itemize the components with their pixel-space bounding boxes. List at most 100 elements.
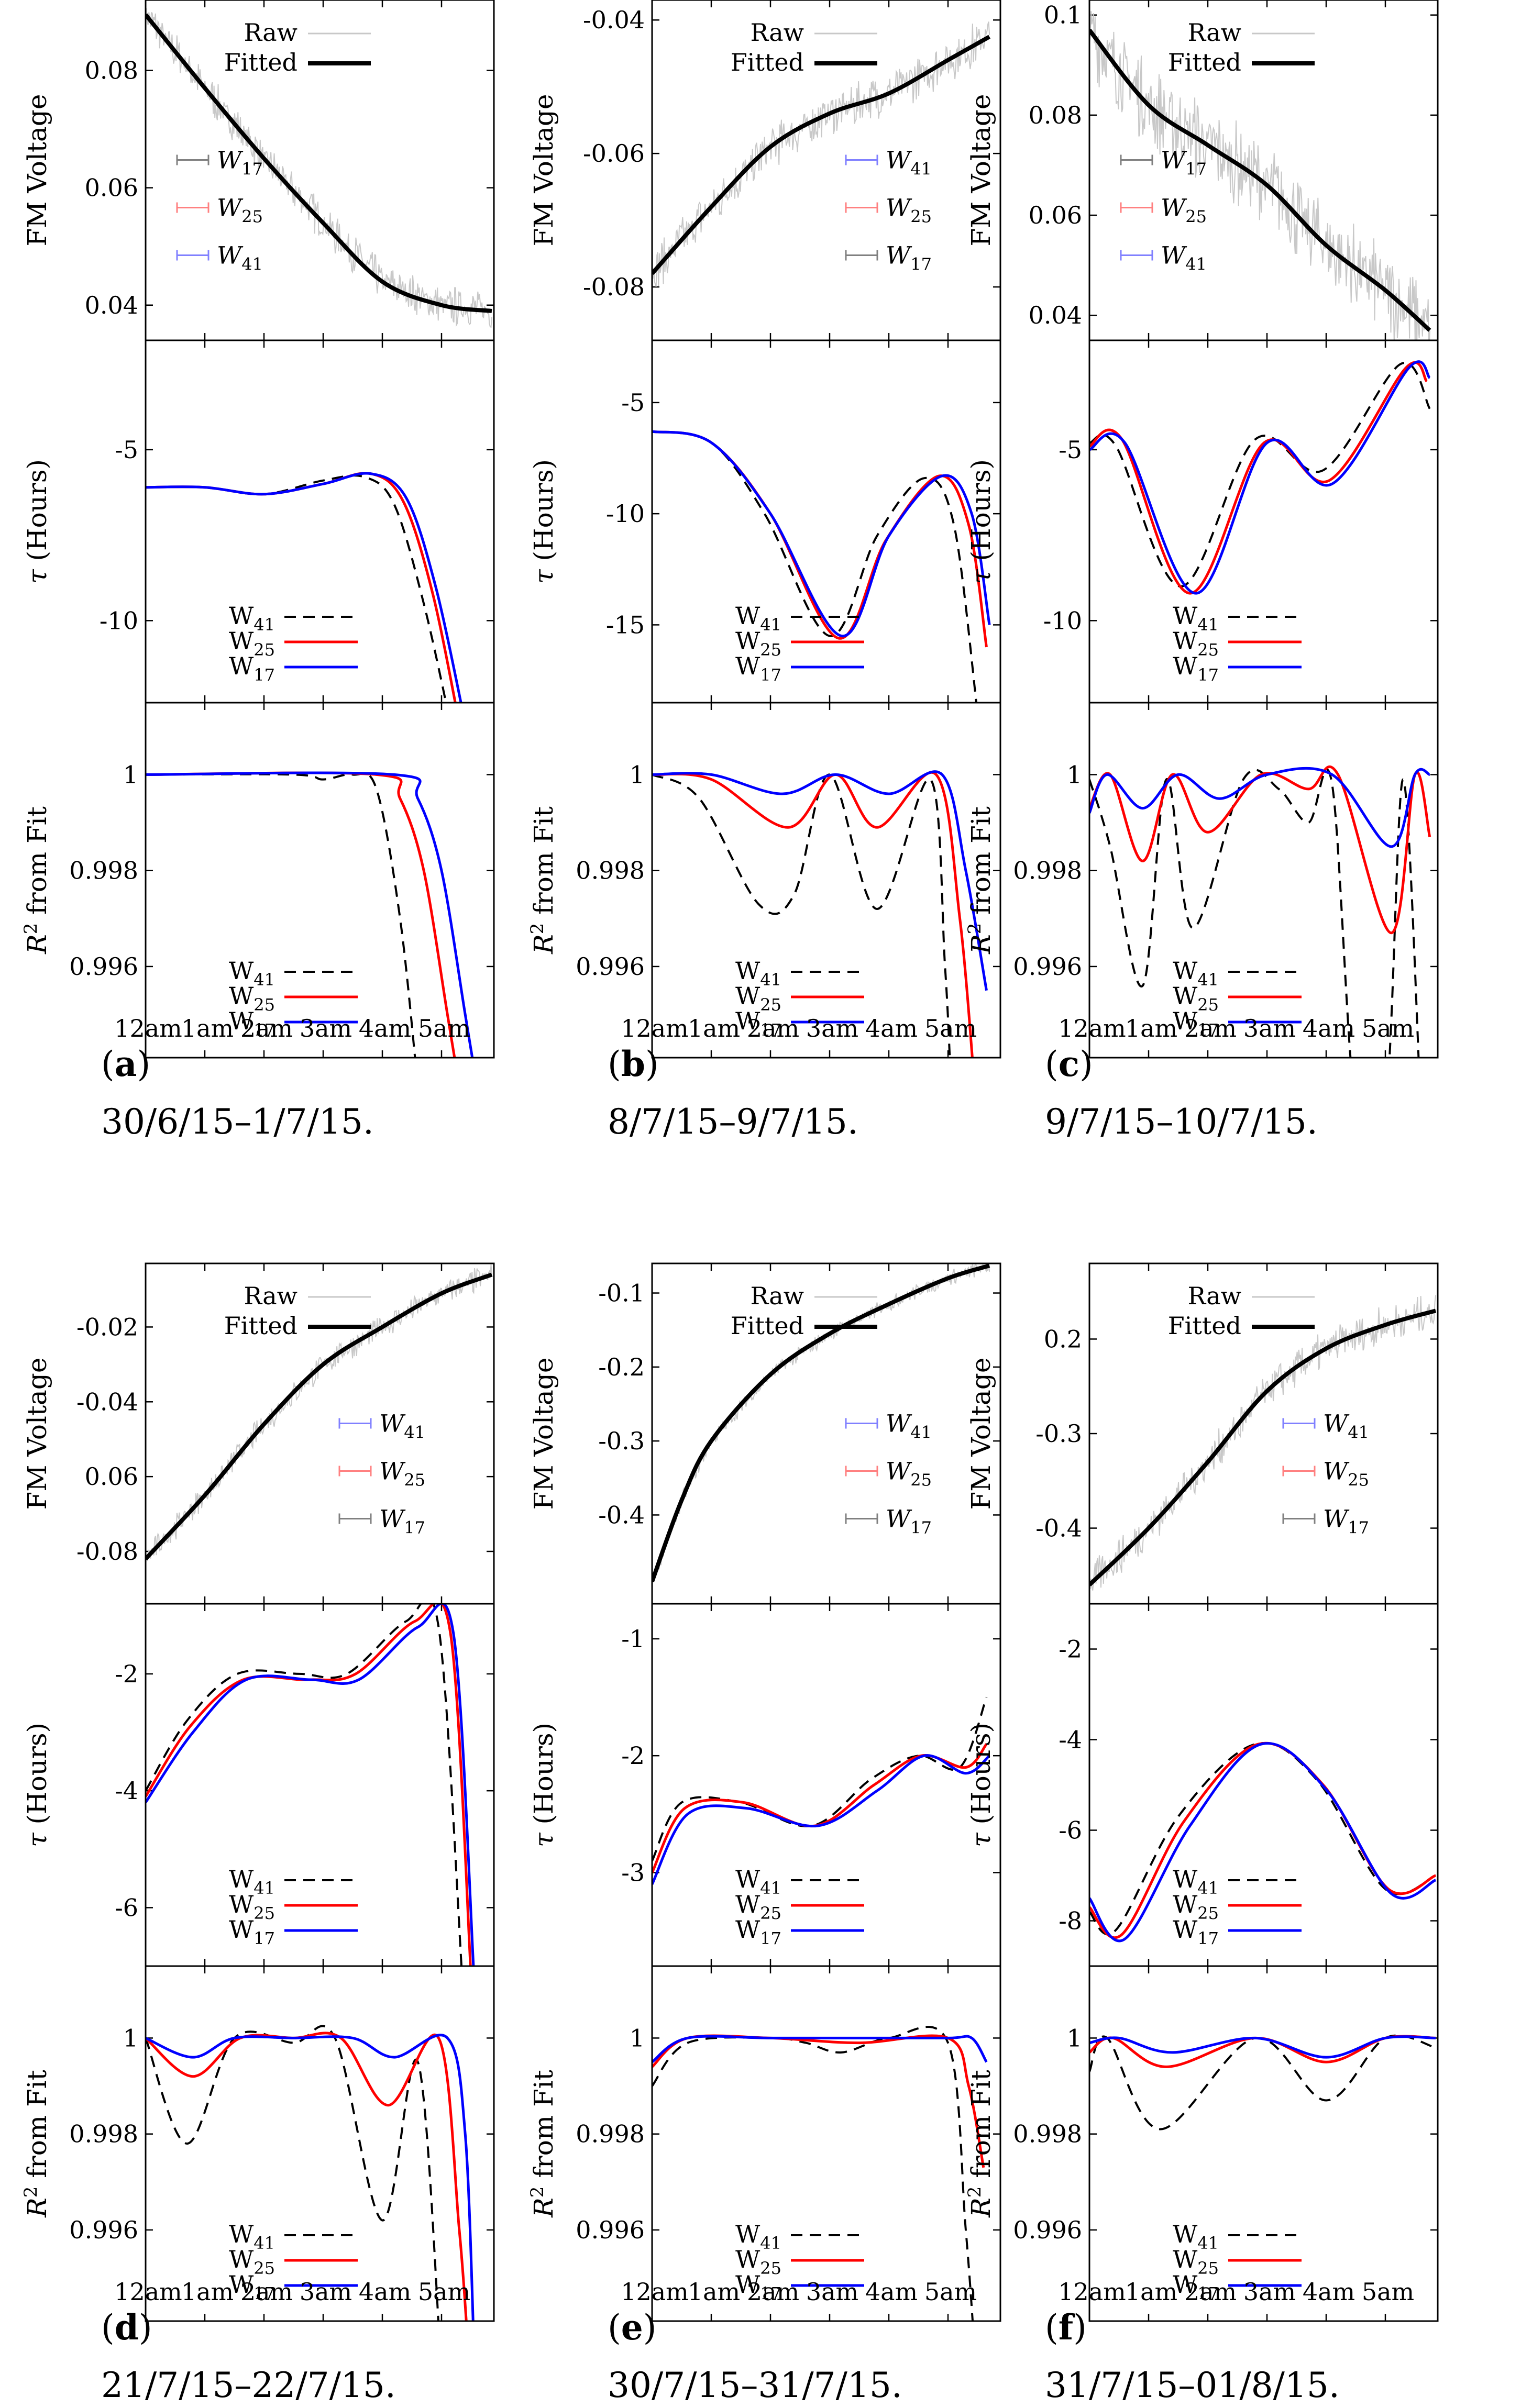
legend-w17-label: W17 — [1173, 2270, 1219, 2303]
y-tick-label: -2 — [1059, 1635, 1082, 1663]
legend-w41-label: W41 — [1173, 957, 1219, 990]
legend-w25-label: W25 — [229, 627, 275, 660]
fitted-curve — [652, 35, 991, 275]
raw-trace — [652, 1263, 990, 1584]
legend-raw-label: Raw — [1188, 1282, 1242, 1310]
x-tick-label: 4am — [1303, 2278, 1355, 2306]
x-tick-label: 12am — [114, 1014, 182, 1042]
legend-raw-label: Raw — [244, 1282, 298, 1310]
y-tick-label: 0.998 — [576, 857, 645, 885]
errorbar-label-w17: W17 — [886, 241, 932, 274]
errorbar-label-w25: W25 — [1161, 194, 1207, 227]
subfigure-caption: 30/6/15–1/7/15. — [101, 1102, 374, 1142]
raw-trace — [652, 21, 990, 287]
w25-r2-curve — [652, 771, 974, 1058]
legend-w17-label: W17 — [735, 1915, 781, 1948]
legend-fitted-label: Fitted — [1168, 48, 1241, 76]
subfigure-caption: 8/7/15–9/7/15. — [608, 1102, 858, 1142]
x-tick-label: 12am — [621, 1014, 689, 1042]
legend-w41-label: W41 — [1173, 602, 1219, 635]
subfigure-caption: 9/7/15–10/7/15. — [1045, 1102, 1318, 1142]
y-tick-label: 0.2 — [1044, 1325, 1082, 1353]
y-tick-label: -5 — [115, 436, 138, 464]
y-tick-label: 0.06 — [85, 1462, 138, 1491]
y-axis-label: FM Voltage — [528, 1358, 559, 1510]
y-tick-label: -6 — [115, 1893, 138, 1922]
y-tick-label: 0.998 — [576, 2120, 645, 2148]
y-tick-label: 0.998 — [1013, 857, 1082, 885]
y-axis-label: R2 from Fit — [527, 2070, 559, 2218]
w17-tau-curve — [146, 472, 462, 703]
errorbar-label-w41: W41 — [379, 1410, 425, 1442]
y-tick-label: 0.998 — [1013, 2120, 1082, 2148]
legend-w17-label: W17 — [735, 2270, 781, 2303]
errorbar-label-w25: W25 — [217, 194, 263, 227]
errorbar-label-w17: W17 — [217, 146, 263, 179]
y-tick-label: -0.04 — [76, 1388, 138, 1416]
w25-r2-curve — [652, 2034, 985, 2168]
w17-tau-curve — [652, 1754, 990, 1885]
y-axis-label: FM Voltage — [966, 1358, 996, 1510]
legend-fitted-label: Fitted — [731, 48, 804, 76]
y-tick-label: -2 — [115, 1660, 138, 1688]
raw-trace — [146, 8, 492, 328]
y-axis-label: FM Voltage — [966, 94, 996, 247]
plot-frame — [651, 702, 1001, 1059]
errorbar-label-w25: W25 — [886, 1457, 932, 1490]
y-tick-label: 1 — [1067, 760, 1082, 789]
fitted-curve — [652, 1263, 990, 1582]
y-axis-label: FM Voltage — [22, 1358, 52, 1510]
w41-r2-curve — [652, 773, 951, 1058]
errorbar-label-w41: W41 — [886, 146, 932, 179]
y-axis-label: R2 from Fit — [964, 2070, 996, 2218]
plot-frame — [145, 1965, 495, 2322]
x-tick-label: 3am — [300, 1014, 352, 1042]
fitted-curve — [1089, 28, 1431, 332]
x-tick-label: 2am — [1184, 1014, 1237, 1042]
legend-w25-label: W25 — [1173, 1890, 1219, 1923]
x-tick-label: 1am — [1125, 1014, 1177, 1042]
subfigure-f: 0.2-0.3-0.4FM VoltageRawFittedW41W25W17-… — [964, 1262, 1439, 2405]
y-axis-label: τ (Hours) — [22, 1723, 52, 1847]
plot-frame — [651, 1603, 1001, 1967]
errorbar-label-w17: W17 — [1323, 1505, 1369, 1538]
legend-fitted-label: Fitted — [731, 1312, 804, 1340]
y-tick-label: 0.996 — [69, 952, 138, 981]
plot-frame — [145, 702, 495, 1059]
errorbar-label-w41: W41 — [1323, 1410, 1369, 1442]
w41-tau-curve — [146, 1604, 463, 1966]
x-tick-label: 2am — [747, 2278, 799, 2306]
plot-frame — [1088, 1965, 1439, 2322]
y-tick-label: 0.06 — [1029, 201, 1082, 229]
y-tick-label: 0.08 — [1029, 101, 1082, 129]
y-tick-label: -4 — [1059, 1726, 1082, 1754]
w25-r2-curve — [1089, 765, 1431, 935]
w41-r2-curve — [652, 2026, 974, 2321]
errorbar-label-w17: W17 — [1161, 146, 1207, 179]
legend-w17-label: W17 — [735, 652, 781, 685]
y-tick-label: -0.08 — [76, 1537, 138, 1566]
legend-fitted-label: Fitted — [224, 1312, 297, 1340]
legend-w25-label: W25 — [1173, 982, 1219, 1015]
legend-w17-label: W17 — [1173, 1915, 1219, 1948]
w25-tau-curve — [652, 1743, 988, 1873]
legend-fitted-label: Fitted — [1168, 1312, 1241, 1340]
legend-w25-label: W25 — [229, 982, 275, 1015]
x-tick-label: 5am — [418, 2278, 470, 2306]
x-tick-label: 12am — [114, 2278, 182, 2306]
fitted-curve — [1089, 1308, 1437, 1586]
x-tick-label: 3am — [806, 2278, 858, 2306]
subfigure-caption: 21/7/15–22/7/15. — [101, 2365, 396, 2405]
errorbar-label-w25: W25 — [379, 1457, 425, 1490]
